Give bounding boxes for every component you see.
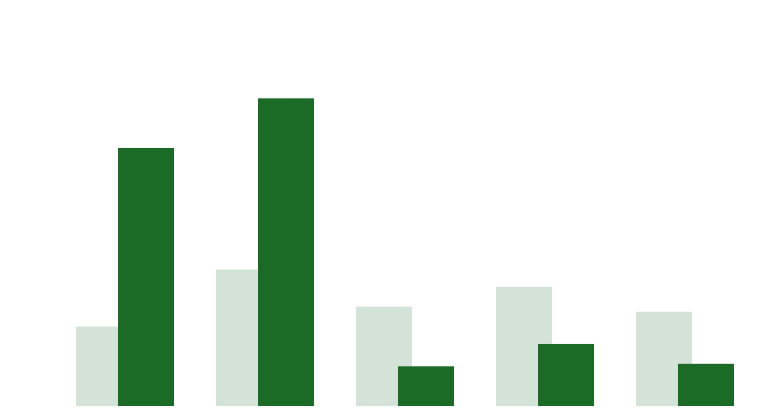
bars-group (76, 98, 734, 406)
bar-series2-group2 (258, 98, 314, 406)
bar-series2-group1 (118, 147, 174, 406)
bar-series2-group5 (678, 363, 734, 406)
bar-series2-group3 (398, 366, 454, 406)
bar-series2-group4 (538, 343, 594, 406)
